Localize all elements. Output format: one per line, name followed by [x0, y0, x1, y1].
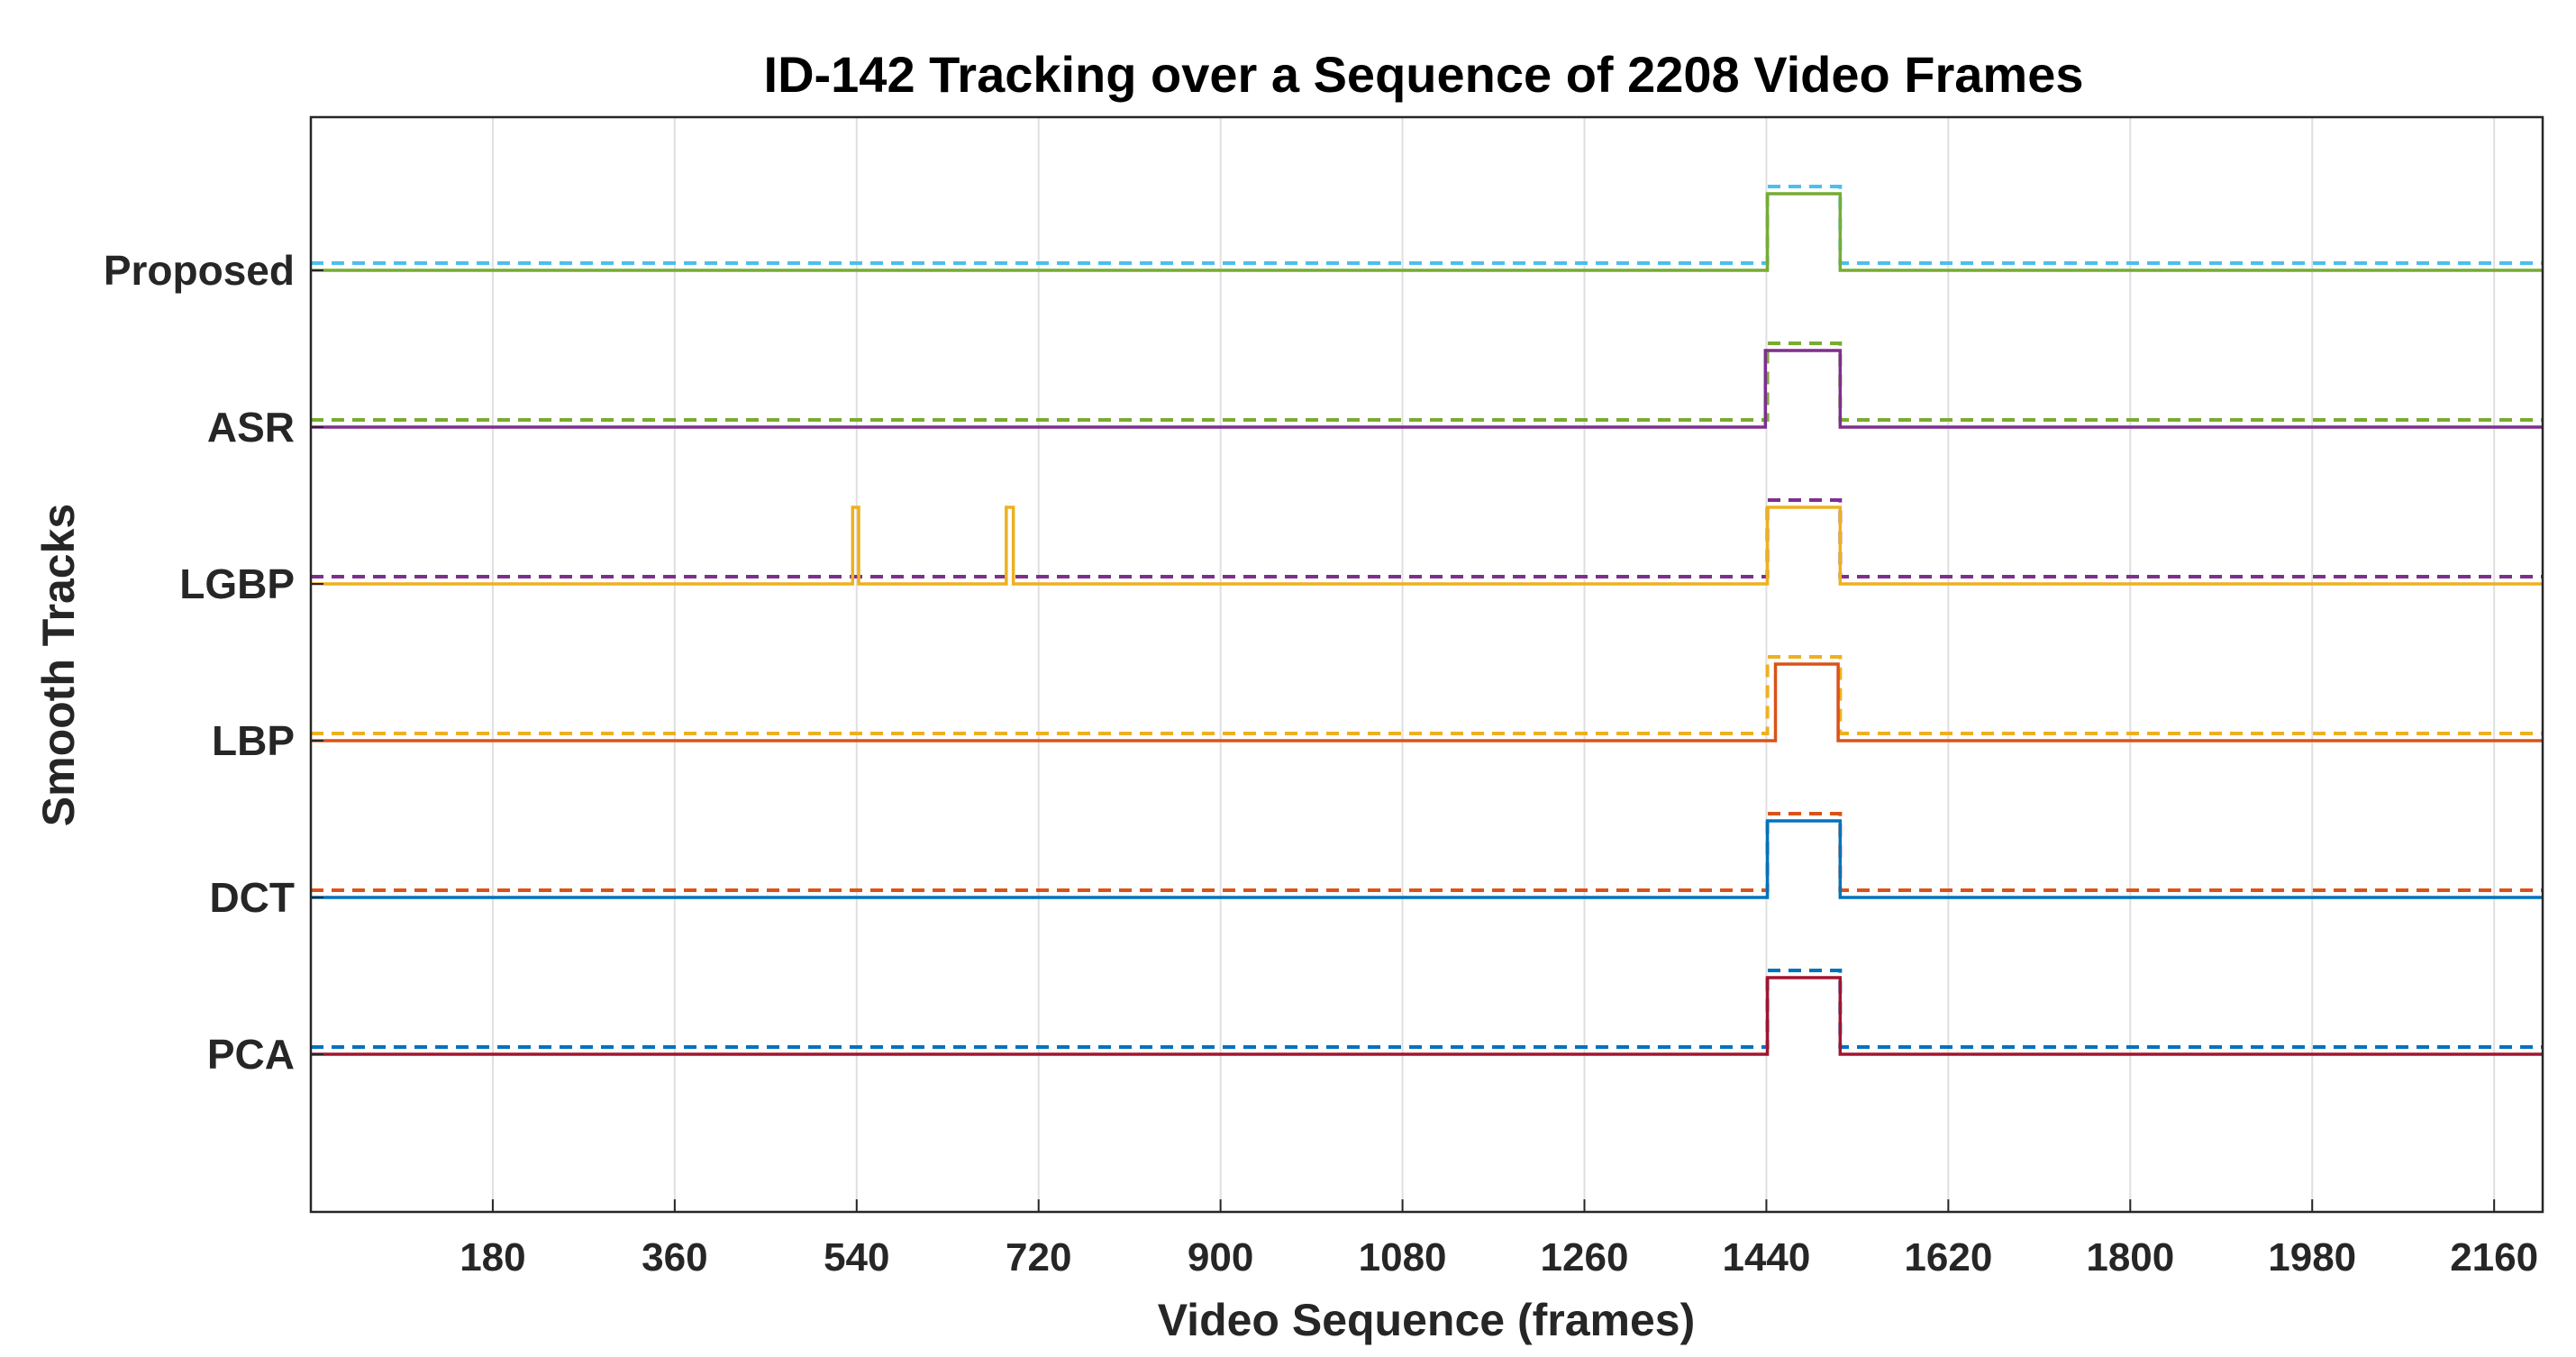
x-tick-labels: 180 360 540 720 900 1080 1260 1440 1620 1800 1980 2…	[460, 1199, 2538, 1280]
y-tick-label-lbp: LBP	[212, 717, 295, 764]
chart-title: ID-142 Tracking over a Sequence of 2208 …	[764, 46, 2084, 103]
x-tick-label: 1800	[2086, 1235, 2174, 1280]
x-tick-label: 1980	[2268, 1235, 2356, 1280]
x-tick-label: 180	[460, 1235, 525, 1280]
x-tick-label: 540	[824, 1235, 889, 1280]
plot-area	[309, 115, 2544, 1214]
y-tick-label-pca: PCA	[207, 1031, 295, 1078]
y-tick-label-proposed: Proposed	[104, 247, 295, 294]
x-tick-label: 900	[1188, 1235, 1253, 1280]
reference-track-lbp	[311, 655, 2543, 735]
track-line-pca	[311, 976, 2543, 1056]
reference-track-pca	[311, 969, 2543, 1049]
track-line-proposed	[311, 192, 2543, 272]
y-axis-label: Smooth Tracks	[33, 504, 84, 826]
y-tick-labels: Proposed ASR LGBP LBP DCT PCA	[104, 247, 323, 1078]
plot-background	[311, 117, 2543, 1212]
x-axis-label: Video Sequence (frames)	[1158, 1295, 1696, 1345]
track-line-lbp	[311, 662, 2543, 742]
reference-track-lgbp	[311, 498, 2543, 578]
reference-track-proposed	[311, 185, 2543, 265]
y-tick-label-dct: DCT	[209, 874, 295, 921]
plot-frame	[309, 115, 2544, 1214]
x-tick-label: 720	[1006, 1235, 1071, 1280]
track-series	[311, 185, 2543, 1056]
x-tick-label: 1080	[1359, 1235, 1447, 1280]
x-tick-label: 1620	[1904, 1235, 1992, 1280]
reference-track-asr	[311, 342, 2543, 422]
track-line-dct	[311, 819, 2543, 899]
x-tick-label: 2160	[2450, 1235, 2538, 1280]
x-tick-label: 1260	[1541, 1235, 1629, 1280]
y-tick-label-asr: ASR	[207, 404, 295, 451]
x-tick-label: 360	[642, 1235, 707, 1280]
track-line-asr	[311, 349, 2543, 429]
track-line-lgbp	[311, 505, 2543, 586]
y-tick-label-lgbp: LGBP	[179, 560, 295, 607]
x-tick-label: 1440	[1722, 1235, 1810, 1280]
reference-track-dct	[311, 812, 2543, 892]
